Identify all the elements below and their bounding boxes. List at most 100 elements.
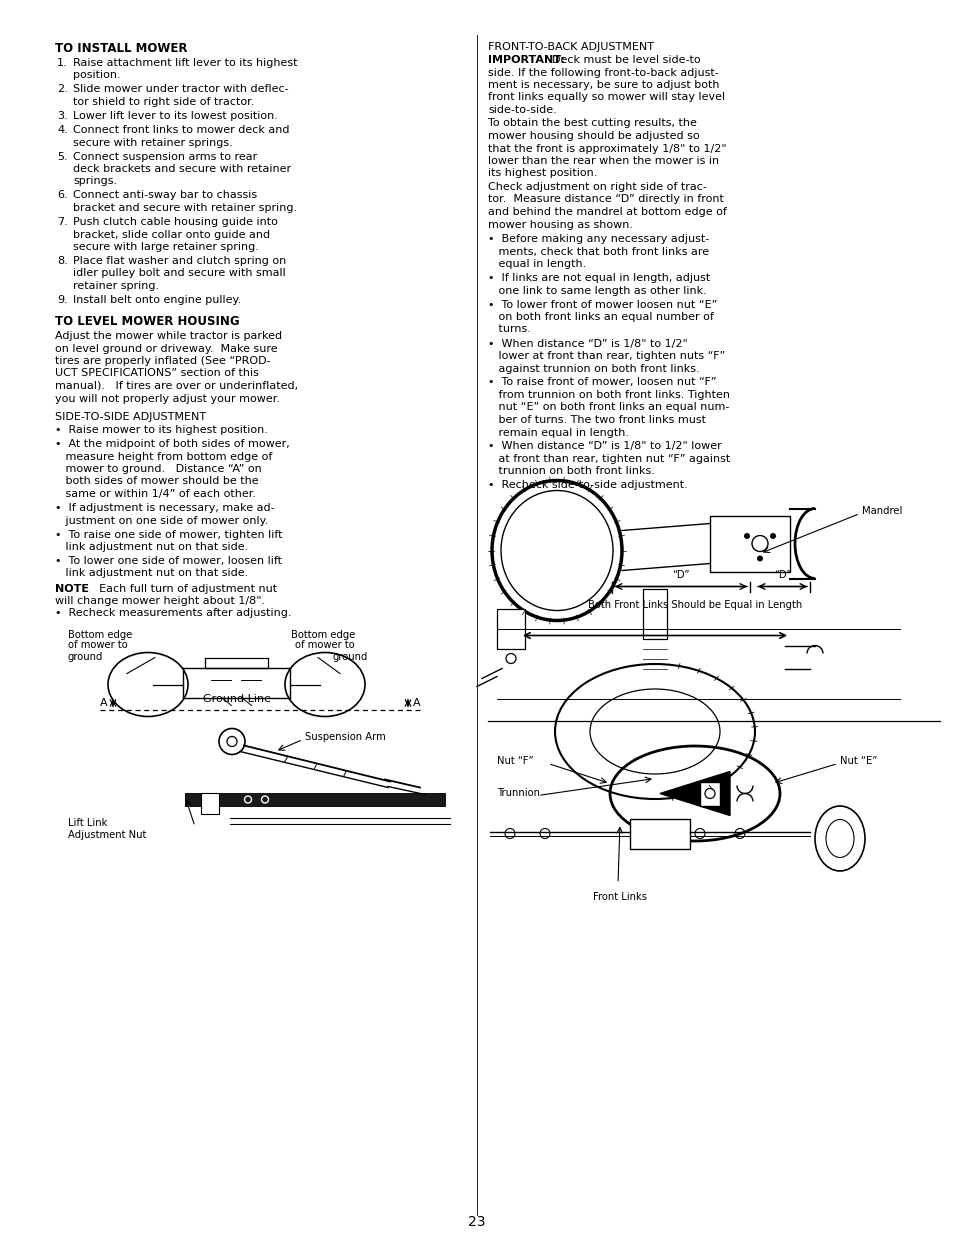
Bar (201, 793, 219, 814)
Bar (497, 609, 524, 648)
Circle shape (743, 534, 749, 538)
Text: Slide mower under tractor with deflec-: Slide mower under tractor with deflec- (73, 84, 289, 95)
Text: trunnion on both front links.: trunnion on both front links. (488, 467, 654, 477)
Text: deck brackets and secure with retainer: deck brackets and secure with retainer (73, 164, 291, 174)
Text: •  If adjustment is necessary, make ad-: • If adjustment is necessary, make ad- (55, 503, 274, 513)
Text: 6.: 6. (57, 190, 68, 200)
Bar (185, 793, 444, 805)
Text: ground: ground (333, 652, 368, 662)
Text: Adjust the mower while tractor is parked: Adjust the mower while tractor is parked (55, 331, 282, 341)
Text: side. If the following front-to-back adjust-: side. If the following front-to-back adj… (488, 68, 718, 78)
Text: springs.: springs. (73, 177, 117, 186)
Text: To obtain the best cutting results, the: To obtain the best cutting results, the (488, 119, 696, 128)
Text: •  To raise one side of mower, tighten lift: • To raise one side of mower, tighten li… (55, 530, 282, 540)
Text: TO LEVEL MOWER HOUSING: TO LEVEL MOWER HOUSING (55, 315, 239, 329)
Text: •  Recheck side-to-side adjustment.: • Recheck side-to-side adjustment. (488, 480, 687, 490)
Text: A: A (100, 698, 108, 708)
Text: •  To lower front of mower loosen nut “E”: • To lower front of mower loosen nut “E” (488, 300, 717, 310)
Text: •  Before making any necessary adjust-: • Before making any necessary adjust- (488, 233, 708, 245)
Text: UCT SPECIFICATIONS” section of this: UCT SPECIFICATIONS” section of this (55, 368, 258, 378)
Text: NOTE: NOTE (55, 583, 89, 594)
Text: tor.  Measure distance “D” directly in front: tor. Measure distance “D” directly in fr… (488, 194, 723, 205)
Text: turns.: turns. (488, 325, 530, 335)
Text: SIDE-TO-SIDE ADJUSTMENT: SIDE-TO-SIDE ADJUSTMENT (55, 412, 206, 422)
Text: 4.: 4. (57, 125, 68, 135)
Text: Adjustment Nut: Adjustment Nut (68, 830, 146, 840)
Text: will change mower height about 1/8".: will change mower height about 1/8". (55, 597, 265, 606)
Text: IMPORTANT:: IMPORTANT: (488, 56, 564, 65)
Text: 8.: 8. (57, 256, 68, 266)
Text: Ground Line: Ground Line (203, 694, 271, 704)
Bar (709, 515, 789, 572)
Text: ments, check that both front links are: ments, check that both front links are (488, 247, 708, 257)
Text: •  If links are not equal in length, adjust: • If links are not equal in length, adju… (488, 273, 709, 283)
Text: 7.: 7. (57, 217, 68, 227)
Text: A: A (413, 698, 420, 708)
Text: measure height from bottom edge of: measure height from bottom edge of (55, 452, 273, 462)
Text: tires are properly inflated (See “PROD-: tires are properly inflated (See “PROD- (55, 356, 271, 366)
Text: •  To lower one side of mower, loosen lift: • To lower one side of mower, loosen lif… (55, 556, 282, 566)
Text: lower than the rear when the mower is in: lower than the rear when the mower is in (488, 156, 719, 165)
Text: manual).   If tires are over or underinflated,: manual). If tires are over or underinfla… (55, 382, 297, 391)
Text: justment on one side of mower only.: justment on one side of mower only. (55, 515, 268, 526)
Text: idler pulley bolt and secure with small: idler pulley bolt and secure with small (73, 268, 286, 279)
Text: Raise attachment lift lever to its highest: Raise attachment lift lever to its highe… (73, 58, 297, 68)
Text: secure with retainer springs.: secure with retainer springs. (73, 137, 233, 147)
Text: same or within 1/4” of each other.: same or within 1/4” of each other. (55, 489, 255, 499)
Text: that the front is approximately 1/8" to 1/2": that the front is approximately 1/8" to … (488, 143, 726, 153)
Text: Push clutch cable housing guide into: Push clutch cable housing guide into (73, 217, 277, 227)
Text: mower housing should be adjusted so: mower housing should be adjusted so (488, 131, 699, 141)
Text: nut “E” on both front links an equal num-: nut “E” on both front links an equal num… (488, 403, 729, 412)
Text: Bottom edge: Bottom edge (68, 630, 132, 640)
Text: :   Each full turn of adjustment nut: : Each full turn of adjustment nut (85, 583, 276, 594)
Text: 1.: 1. (57, 58, 68, 68)
Text: from trunnion on both front links. Tighten: from trunnion on both front links. Tight… (488, 390, 729, 400)
Text: Nut “E”: Nut “E” (840, 756, 877, 766)
Text: on level ground or driveway.  Make sure: on level ground or driveway. Make sure (55, 343, 277, 353)
Text: “D”: “D” (672, 569, 689, 579)
Text: one link to same length as other link.: one link to same length as other link. (488, 285, 706, 295)
Text: Mandrel: Mandrel (862, 506, 902, 516)
Text: •  Recheck measurements after adjusting.: • Recheck measurements after adjusting. (55, 609, 292, 619)
Text: front links equally so mower will stay level: front links equally so mower will stay l… (488, 93, 724, 103)
Text: against trunnion on both front links.: against trunnion on both front links. (488, 363, 699, 373)
Text: Place flat washer and clutch spring on: Place flat washer and clutch spring on (73, 256, 286, 266)
Text: Suspension Arm: Suspension Arm (305, 731, 385, 741)
Text: link adjustment nut on that side.: link adjustment nut on that side. (55, 568, 248, 578)
Text: of mower to: of mower to (294, 641, 355, 651)
Text: Front Links: Front Links (593, 892, 646, 902)
Bar (700, 782, 720, 805)
Bar (642, 589, 666, 638)
Text: position.: position. (73, 70, 120, 80)
Text: and behind the mandrel at bottom edge of: and behind the mandrel at bottom edge of (488, 207, 726, 217)
Text: Trunnion: Trunnion (497, 788, 539, 799)
Text: Deck must be level side-to: Deck must be level side-to (544, 56, 700, 65)
Text: TO INSTALL MOWER: TO INSTALL MOWER (55, 42, 188, 56)
Text: remain equal in length.: remain equal in length. (488, 427, 628, 437)
Text: Nut “F”: Nut “F” (497, 756, 533, 766)
Text: lower at front than rear, tighten nuts “F”: lower at front than rear, tighten nuts “… (488, 351, 724, 361)
Text: Lift Link: Lift Link (68, 818, 108, 827)
Text: equal in length.: equal in length. (488, 259, 586, 269)
Text: 3.: 3. (57, 111, 68, 121)
Text: bracket, slide collar onto guide and: bracket, slide collar onto guide and (73, 230, 270, 240)
Circle shape (757, 556, 762, 562)
Text: •  When distance “D” is 1/8" to 1/2": • When distance “D” is 1/8" to 1/2" (488, 338, 687, 348)
Text: tor shield to right side of tractor.: tor shield to right side of tractor. (73, 98, 254, 107)
Text: on both front links an equal number of: on both front links an equal number of (488, 312, 713, 322)
Text: at front than rear, tighten nut “F” against: at front than rear, tighten nut “F” agai… (488, 454, 729, 464)
Text: Connect front links to mower deck and: Connect front links to mower deck and (73, 125, 289, 135)
Text: both sides of mower should be the: both sides of mower should be the (55, 477, 258, 487)
Text: Connect anti-sway bar to chassis: Connect anti-sway bar to chassis (73, 190, 257, 200)
Text: Lower lift lever to its lowest position.: Lower lift lever to its lowest position. (73, 111, 277, 121)
Text: FRONT-TO-BACK ADJUSTMENT: FRONT-TO-BACK ADJUSTMENT (488, 42, 654, 52)
Text: mower housing as shown.: mower housing as shown. (488, 220, 633, 230)
Text: mower to ground.   Distance “A” on: mower to ground. Distance “A” on (55, 464, 261, 474)
Text: ber of turns. The two front links must: ber of turns. The two front links must (488, 415, 705, 425)
Text: Connect suspension arms to rear: Connect suspension arms to rear (73, 152, 257, 162)
Polygon shape (659, 772, 729, 815)
Text: Bottom edge: Bottom edge (291, 630, 355, 640)
Text: ground: ground (68, 652, 103, 662)
Text: bracket and secure with retainer spring.: bracket and secure with retainer spring. (73, 203, 296, 212)
Circle shape (769, 534, 775, 538)
